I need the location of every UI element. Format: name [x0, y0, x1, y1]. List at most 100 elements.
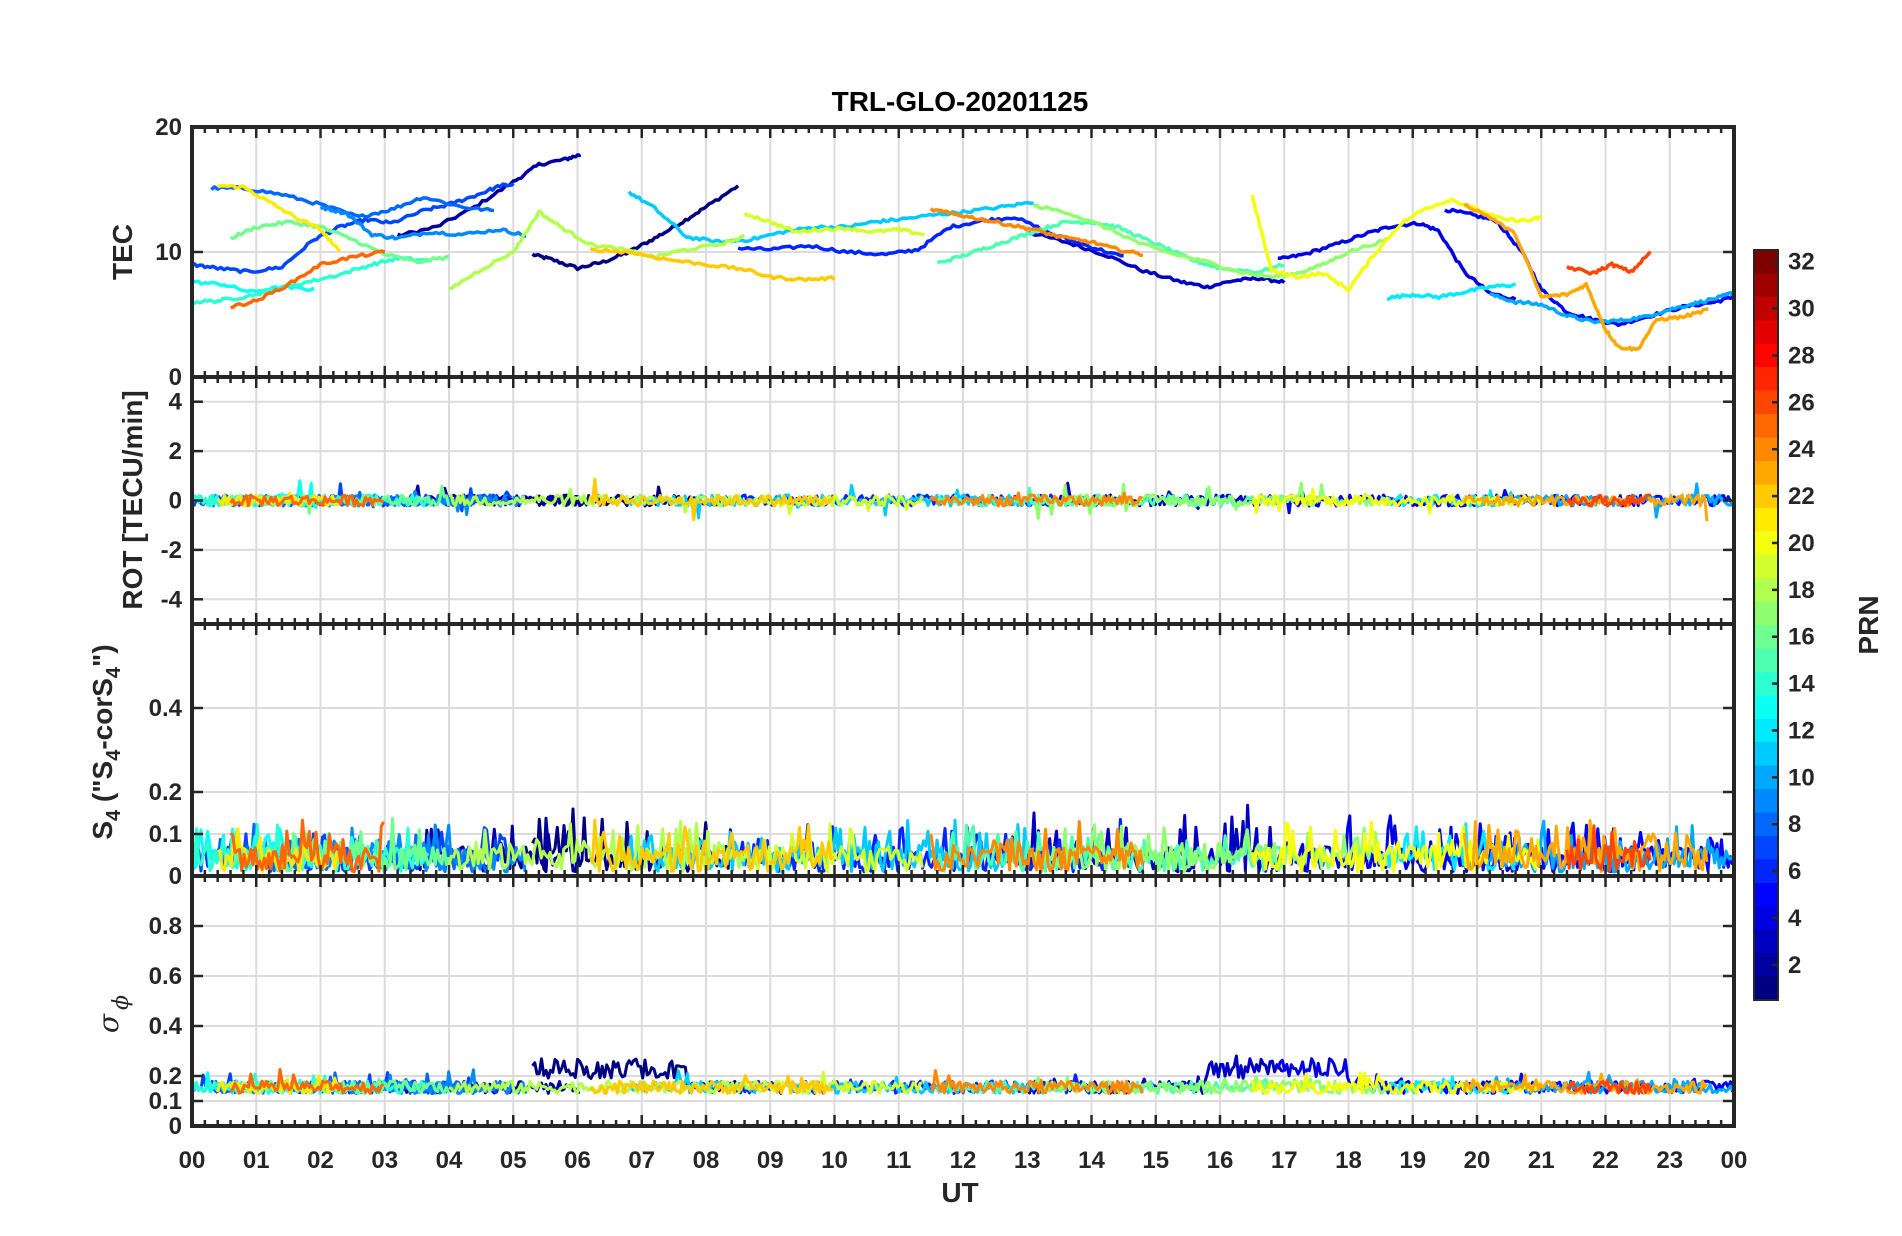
- x-tick-label: 12: [950, 1147, 977, 1174]
- colorbar-tick-label: 14: [1788, 671, 1815, 698]
- tec-line-prn-15: [936, 219, 1285, 275]
- s4-line-prn-24: [929, 820, 1144, 874]
- x-tick-label: 23: [1656, 1147, 1683, 1174]
- rot-ytick-label: -4: [161, 586, 183, 613]
- rot-line-prn-26: [1565, 493, 1651, 508]
- rot-line-prn-22: [589, 477, 835, 522]
- colorbar-tick-label: 6: [1788, 858, 1801, 885]
- tec-line-prn-26: [1565, 250, 1652, 276]
- colorbar-tick-label: 12: [1788, 717, 1815, 744]
- tec-line-prn-23: [1463, 202, 1709, 352]
- s4-line-prn-22: [588, 818, 835, 873]
- x-tick-label: 05: [500, 1147, 527, 1174]
- colorbar-tick-label: 18: [1788, 577, 1815, 604]
- s4-line-prn-23: [1462, 819, 1709, 873]
- sigma-line-prn-20: [1250, 1071, 1541, 1095]
- tec-axis-label: TEC: [107, 224, 138, 280]
- x-tick-label: 09: [757, 1147, 784, 1174]
- rot-line-prn-24: [929, 491, 1143, 508]
- x-tick-label: 06: [564, 1147, 591, 1174]
- x-tick-label: 04: [436, 1147, 463, 1174]
- x-tick-label: 00: [179, 1147, 206, 1174]
- tec-ytick-label: 10: [155, 239, 182, 266]
- x-tick-label: 22: [1592, 1147, 1619, 1174]
- x-tick-label: 16: [1207, 1147, 1234, 1174]
- s4-label-sub2: 4: [103, 749, 125, 761]
- x-tick-label: 00: [1721, 1147, 1748, 1174]
- sigma-label-sub: ϕ: [109, 995, 134, 1010]
- x-tick-labels: 00 01 02 03 04 05 06 07 08 09 10 11 12 13 14 15 16 17 18 19…: [179, 1147, 1748, 1174]
- colorbar-tick-label: 4: [1788, 905, 1802, 932]
- rot-series: [191, 477, 1735, 522]
- colorbar-tick-label: 32: [1788, 249, 1815, 276]
- x-tick-label: 02: [307, 1147, 334, 1174]
- colorbar-tick-label: 30: [1788, 296, 1815, 323]
- sigma-series: [190, 1054, 1735, 1095]
- tec-ytick-label: 20: [155, 114, 182, 141]
- rot-axis-label: ROT [TECU/min]: [117, 390, 148, 609]
- sigma-line-prn-25: [229, 1068, 385, 1095]
- s4-ytick-label: 0.2: [149, 779, 182, 806]
- x-tick-label: 18: [1335, 1147, 1362, 1174]
- rot-ytick-label: 4: [169, 389, 183, 416]
- rot-line-prn-19: [743, 493, 924, 516]
- s4-label-mid: ("S: [87, 761, 118, 810]
- rot-ytick-label: -2: [161, 537, 182, 564]
- colorbar-tick-label: 26: [1788, 389, 1815, 416]
- sigma-axis-label: σϕ: [92, 995, 134, 1033]
- sigma-ytick-label: 0.8: [149, 913, 182, 940]
- tec-line-prn-13: [191, 279, 315, 294]
- x-tick-label: 03: [371, 1147, 398, 1174]
- s4-panel: 0 0.1 0.2 0.4: [149, 622, 1736, 890]
- sigma-ytick-label: 0.6: [149, 963, 182, 990]
- tec-panel: 0 10 20: [155, 114, 1736, 391]
- rot-ytick-label: 0: [169, 488, 182, 515]
- s4-label-sub1: 4: [103, 809, 125, 821]
- sigma-label-main: σ: [92, 1013, 125, 1033]
- s4-ytick-label: 0.1: [149, 821, 182, 848]
- colorbar-tick-label: 2: [1788, 952, 1801, 979]
- x-tick-label: 21: [1528, 1147, 1555, 1174]
- colorbar-tick-label: 22: [1788, 483, 1815, 510]
- x-tick-label: 01: [243, 1147, 270, 1174]
- sigma-panel: 00.10.2 0.4 0.6 0.8: [149, 874, 1736, 1140]
- s4-series: [190, 803, 1735, 874]
- sigma-line-prn-26: [1565, 1078, 1652, 1095]
- sigma-ytick-label: 0.1: [149, 1088, 182, 1115]
- tec-line-prn-24: [929, 207, 1144, 258]
- tec-line-prn-25: [230, 249, 386, 310]
- tec-line-prn-14: [191, 255, 431, 305]
- sigma-ytick-label: 0.4: [149, 1013, 183, 1040]
- rot-line-prn-21: [216, 491, 340, 508]
- rot-line-prn-23: [1462, 493, 1709, 522]
- tec-line-prn-22: [589, 246, 836, 283]
- x-tick-label: 11: [886, 1147, 911, 1174]
- s4-label-mid2: -corS: [87, 678, 118, 750]
- x-tick-label: 13: [1014, 1147, 1041, 1174]
- tec-line-prn-8: [210, 185, 495, 219]
- chart-title: TRL-GLO-20201125: [832, 86, 1089, 117]
- tec-line-prn-10: [1489, 290, 1735, 325]
- colorbar-label: PRN: [1853, 595, 1884, 654]
- x-tick-label: 07: [628, 1147, 655, 1174]
- sigma-ytick-label: 0: [169, 1113, 182, 1140]
- tec-line-prn-18: [448, 209, 745, 291]
- colorbar-tick-label: 16: [1788, 624, 1815, 651]
- rot-line-prn-9: [319, 489, 526, 517]
- s4-label-end: "): [87, 644, 118, 667]
- s4-line-prn-25: [229, 818, 385, 874]
- s4-axis-label: S4 ("S4-corS4"): [87, 644, 125, 839]
- tec-line-prn-16: [229, 219, 450, 265]
- tec-line-prn-4: [1277, 220, 1517, 302]
- colorbar-tick-label: 10: [1788, 764, 1815, 791]
- sigma-ytick-label: 0.2: [149, 1063, 182, 1090]
- s4-line-prn-26: [1565, 824, 1652, 873]
- x-tick-label: 17: [1271, 1147, 1298, 1174]
- colorbar-tick-label: 8: [1788, 811, 1801, 838]
- rot-panel: -4 -2 0 2 4: [161, 375, 1736, 626]
- tec-ytick-label: 0: [169, 364, 182, 391]
- colorbar-tick-label: 20: [1788, 530, 1815, 557]
- s4-line-prn-17: [1032, 823, 1389, 874]
- tec-line-prn-21: [217, 183, 342, 253]
